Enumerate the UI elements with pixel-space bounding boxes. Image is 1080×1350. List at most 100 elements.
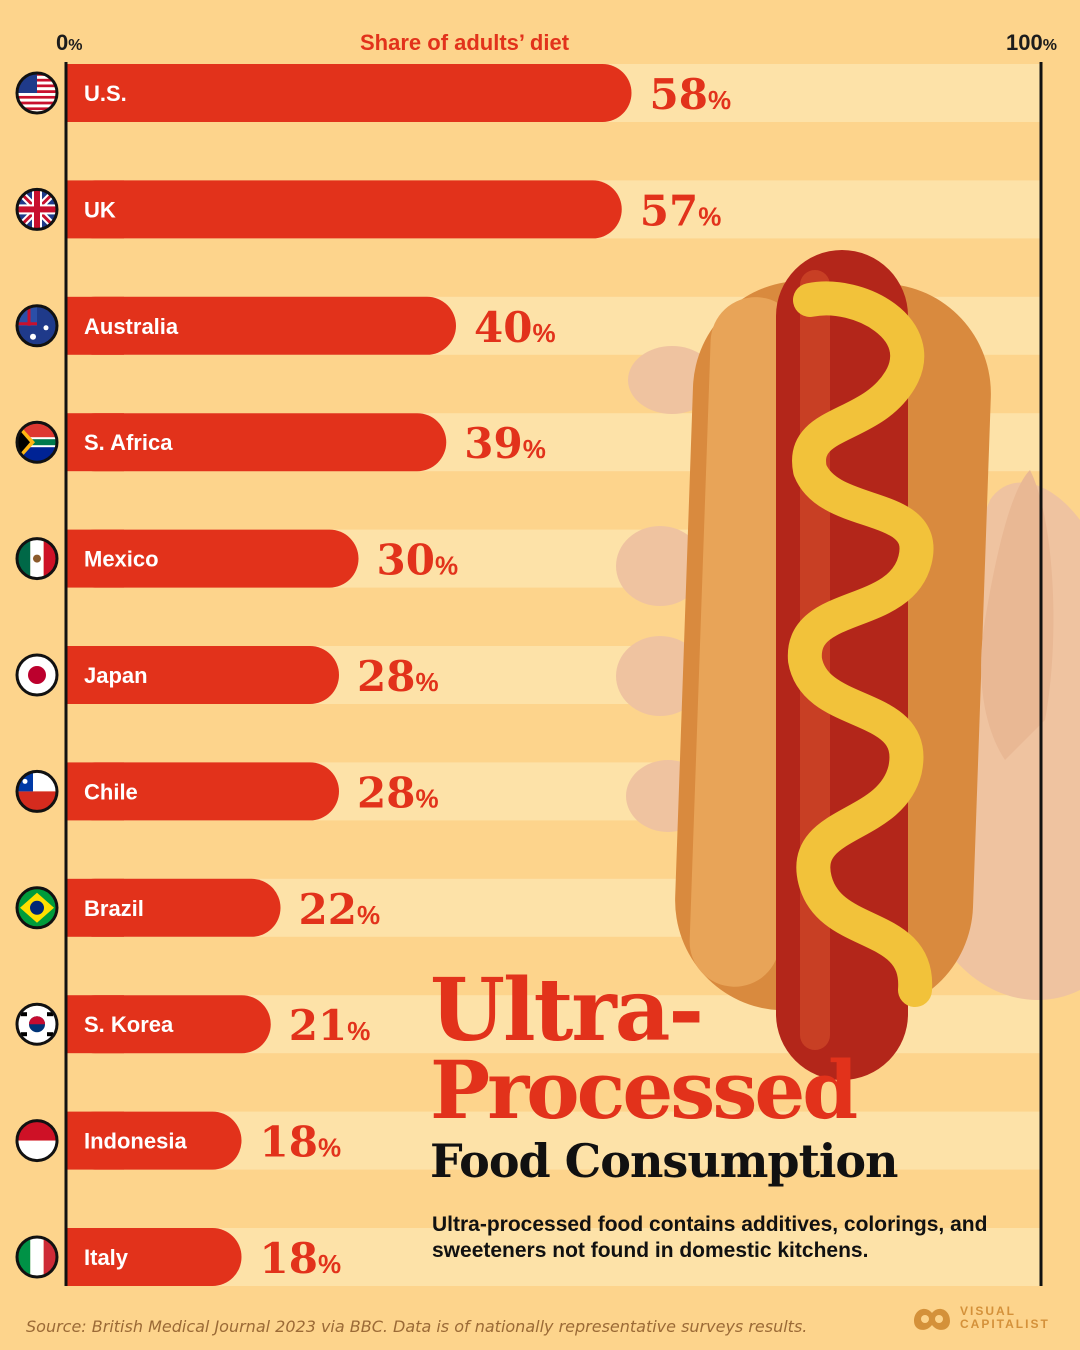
value-number: 28: [357, 652, 415, 701]
value-suffix: %: [415, 783, 438, 813]
axis-label-zero: 0%: [56, 30, 83, 55]
value-suffix: %: [415, 667, 438, 697]
title-line-1: Ultra-: [430, 960, 704, 1061]
value-suffix: %: [532, 318, 555, 348]
us-flag-icon: [15, 71, 59, 115]
flag-ring: [15, 653, 59, 697]
south-korea-flag-icon: [15, 1002, 59, 1046]
flag-ring: [15, 769, 59, 813]
bar-left-cap: [66, 64, 124, 122]
bar-left-cap: [66, 646, 124, 704]
value-number: 28: [357, 768, 415, 817]
bar: [66, 413, 447, 472]
flag-ring: [15, 1119, 59, 1163]
flag-ring: [15, 537, 59, 581]
value-suffix: %: [698, 201, 721, 231]
bar: [66, 296, 456, 355]
brazil-flag-icon: [15, 886, 59, 930]
bar-left-cap: [66, 878, 124, 937]
bar-left-cap: [66, 413, 124, 472]
mustard-drizzle: [787, 281, 934, 1007]
subtitle: Ultra-processed food contains additives,…: [432, 1213, 988, 1262]
flag-ring: [15, 71, 59, 115]
value-number: 30: [377, 536, 435, 585]
flag-ring: [15, 1002, 59, 1046]
category-label: Italy: [84, 1245, 129, 1270]
value-suffix: %: [347, 1016, 370, 1046]
title-line-2: Processed: [430, 1043, 858, 1137]
category-label: UK: [84, 197, 116, 222]
category-label: Chile: [84, 779, 138, 804]
bar: [66, 529, 359, 588]
value-number: 39: [464, 419, 522, 468]
bar-left-cap: [66, 995, 124, 1054]
bar-left-cap: [66, 529, 124, 588]
axis-label-hundred: 100%: [1006, 30, 1057, 55]
brand-line-1: VISUAL: [960, 1304, 1017, 1319]
indonesia-flag-icon: [15, 1119, 59, 1163]
japan-flag-icon: [15, 653, 59, 697]
value-number: 21: [289, 1001, 347, 1050]
bar: [66, 180, 622, 239]
hotdog-illustration: [616, 250, 1080, 1080]
chile-flag-icon: [15, 769, 59, 813]
value-label: 21%: [289, 1001, 371, 1050]
category-label: Mexico: [84, 547, 159, 572]
value-label: 22%: [299, 885, 381, 934]
brand-logo: VISUAL CAPITALIST: [912, 1303, 1050, 1333]
finger-3: [616, 636, 704, 716]
italy-flag-icon: [15, 1235, 59, 1279]
value-suffix: %: [435, 551, 458, 581]
value-suffix: %: [318, 1133, 341, 1163]
value-suffix: %: [523, 434, 546, 464]
south-africa-flag-icon: [15, 420, 59, 464]
value-label: 28%: [357, 768, 439, 817]
value-number: 58: [650, 70, 708, 119]
value-label: 18%: [260, 1118, 342, 1167]
value-label: 39%: [464, 419, 546, 468]
mexico-flag-icon: [15, 537, 59, 581]
value-suffix: %: [708, 85, 731, 115]
axis-title: Share of adults’ diet: [360, 30, 570, 55]
value-label: 30%: [377, 536, 459, 585]
value-label: 58%: [650, 70, 732, 119]
australia-flag-icon: [15, 304, 59, 348]
title-block: Ultra- Processed Food Consumption: [430, 960, 1050, 1188]
value-suffix: %: [357, 900, 380, 930]
value-number: 22: [299, 885, 357, 934]
thumb-shape: [981, 470, 1054, 760]
value-label: 28%: [357, 652, 439, 701]
value-number: 40: [474, 303, 532, 352]
flag-ring: [15, 304, 59, 348]
visual-capitalist-logo-icon: [914, 1308, 950, 1330]
bun-highlight: [689, 297, 801, 987]
bar-left-cap: [66, 1111, 124, 1170]
source-note: Source: British Medical Journal 2023 via…: [26, 1317, 808, 1336]
value-label: 40%: [474, 303, 556, 352]
category-label: Indonesia: [84, 1129, 187, 1154]
uk-flag-icon: [15, 187, 59, 231]
bar: [66, 64, 632, 122]
bar-left-cap: [66, 762, 124, 821]
flag-ring: [15, 886, 59, 930]
category-label: Japan: [84, 663, 148, 688]
value-label: 57%: [640, 186, 722, 235]
finger-2: [616, 526, 704, 606]
category-label: Australia: [84, 314, 179, 339]
category-label: U.S.: [84, 81, 127, 106]
category-label: Brazil: [84, 896, 144, 921]
bar: [66, 646, 339, 704]
bars-group: U.S. 58% UK 57% Australia 40% S. Africa 39% Mexi…: [66, 64, 731, 1286]
flag-ring: [15, 420, 59, 464]
value-suffix: %: [318, 1249, 341, 1279]
title-line-3: Food Consumption: [430, 1134, 898, 1188]
value-number: 57: [640, 186, 698, 235]
flag-ring: [15, 187, 59, 231]
flags-group: [15, 71, 59, 1279]
bar-left-cap: [66, 1228, 124, 1286]
value-number: 18: [260, 1118, 318, 1167]
bar: [66, 762, 339, 821]
category-label: S. Korea: [84, 1012, 174, 1037]
value-number: 18: [260, 1234, 318, 1283]
